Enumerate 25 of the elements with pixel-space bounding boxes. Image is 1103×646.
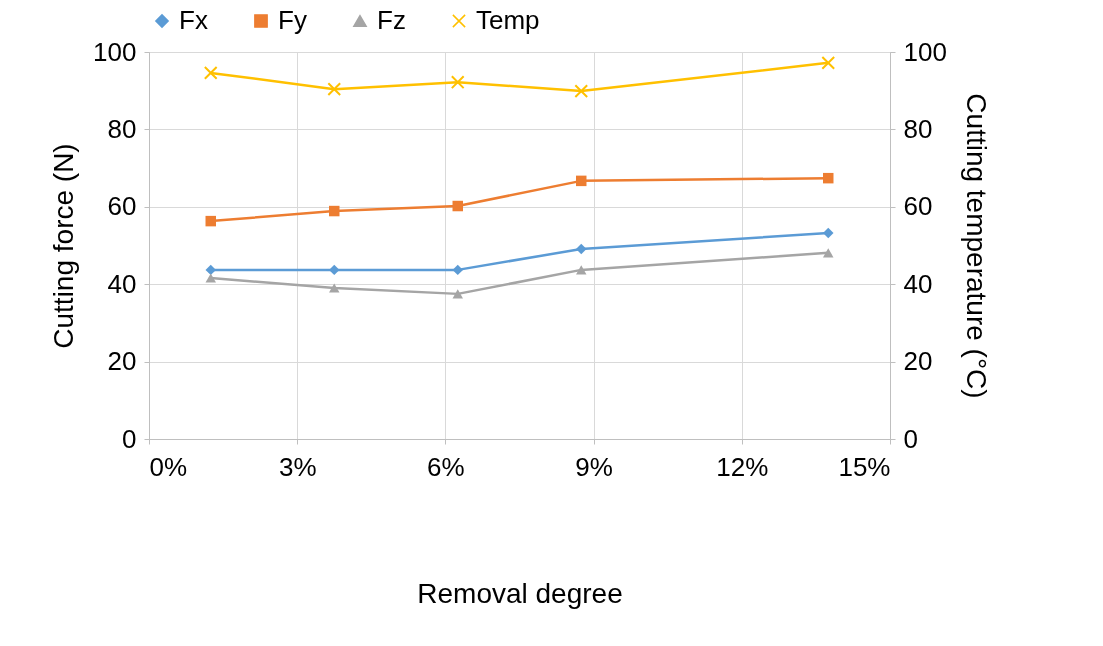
y-axis-title: Cutting force (N)	[48, 143, 80, 349]
y-tick-label: 100	[93, 36, 137, 67]
y2-tick-label: 0	[903, 423, 918, 454]
y-tick-label: 60	[107, 191, 137, 222]
x-tick-label: 3%	[278, 451, 317, 482]
x-tick-label: 0%	[149, 451, 188, 482]
legend-label: Fx	[179, 5, 208, 35]
x-axis-title: Removal degree	[417, 577, 623, 609]
y2-tick-label: 80	[903, 113, 933, 144]
y2-tick-label: 100	[903, 36, 947, 67]
legend-label: Fy	[278, 5, 307, 35]
legend-label: Temp	[476, 5, 540, 35]
x-tick-label: 6%	[427, 451, 465, 482]
y-tick-label: 20	[107, 346, 137, 377]
x-tick-label: 12%	[716, 451, 769, 482]
x-tick-label: 15%	[838, 451, 891, 482]
x-tick-label: 9%	[575, 451, 613, 482]
y2-axis-title: Cutting temperature (°C)	[960, 93, 992, 399]
y-tick-label: 80	[107, 113, 137, 144]
y2-tick-label: 40	[903, 268, 933, 299]
y-tick-label: 0	[122, 423, 137, 454]
y-tick-label: 40	[107, 268, 137, 299]
legend-label: Fz	[377, 5, 406, 35]
y2-tick-label: 60	[903, 191, 933, 222]
y2-tick-label: 20	[903, 346, 933, 377]
